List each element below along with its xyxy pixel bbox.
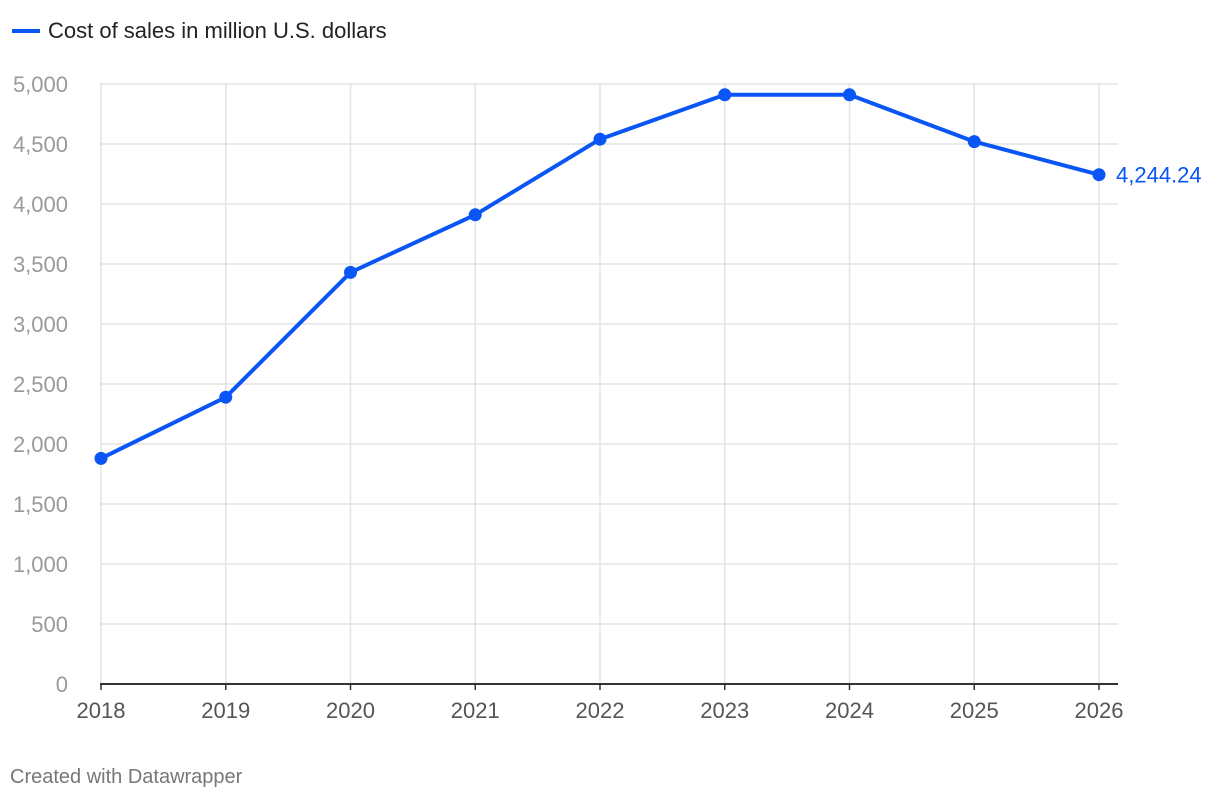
y-tick-label: 4,000 <box>13 192 68 217</box>
data-point <box>94 451 108 465</box>
x-tick-label: 2020 <box>326 698 375 723</box>
credit-footer: Created with Datawrapper <box>10 766 243 788</box>
y-axis: 0 500 1,000 1,500 2,000 2,500 3,000 3,500 4,000 4… <box>13 72 68 697</box>
legend: Cost of sales in million U.S. dollars <box>12 18 387 43</box>
y-tick-label: 2,000 <box>13 432 68 457</box>
data-point <box>967 135 981 149</box>
data-point <box>718 88 732 102</box>
legend-label: Cost of sales in million U.S. dollars <box>48 18 387 43</box>
end-value-label: 4,244.24 <box>1116 163 1202 188</box>
grid <box>100 83 1118 684</box>
x-tick-label: 2019 <box>201 698 250 723</box>
x-tick-label: 2026 <box>1075 698 1124 723</box>
y-tick-label: 3,000 <box>13 312 68 337</box>
y-tick-label: 2,500 <box>13 372 68 397</box>
x-tick-label: 2022 <box>576 698 625 723</box>
series-cost-of-sales <box>94 88 1106 465</box>
x-tick-label: 2018 <box>77 698 126 723</box>
data-point <box>344 265 357 279</box>
x-tick-label: 2025 <box>950 698 999 723</box>
data-point <box>468 208 482 222</box>
y-tick-label: 500 <box>31 612 68 637</box>
x-tick-label: 2024 <box>825 698 874 723</box>
x-axis: 2018 2019 2020 2021 2022 2023 2024 2025 2026 <box>77 683 1124 723</box>
y-tick-label: 3,500 <box>13 252 68 277</box>
data-point <box>593 132 607 146</box>
x-tick-label: 2023 <box>700 698 749 723</box>
x-tick-label: 2021 <box>451 698 500 723</box>
y-tick-label: 4,500 <box>13 132 68 157</box>
data-labels: 4,244.24 <box>1116 163 1202 188</box>
data-point <box>219 390 233 404</box>
y-tick-label: 1,500 <box>13 492 68 517</box>
y-tick-label: 1,000 <box>13 552 68 577</box>
data-point <box>843 88 856 102</box>
y-tick-label: 0 <box>56 672 68 697</box>
data-point <box>1092 168 1106 182</box>
y-tick-label: 5,000 <box>13 72 68 97</box>
